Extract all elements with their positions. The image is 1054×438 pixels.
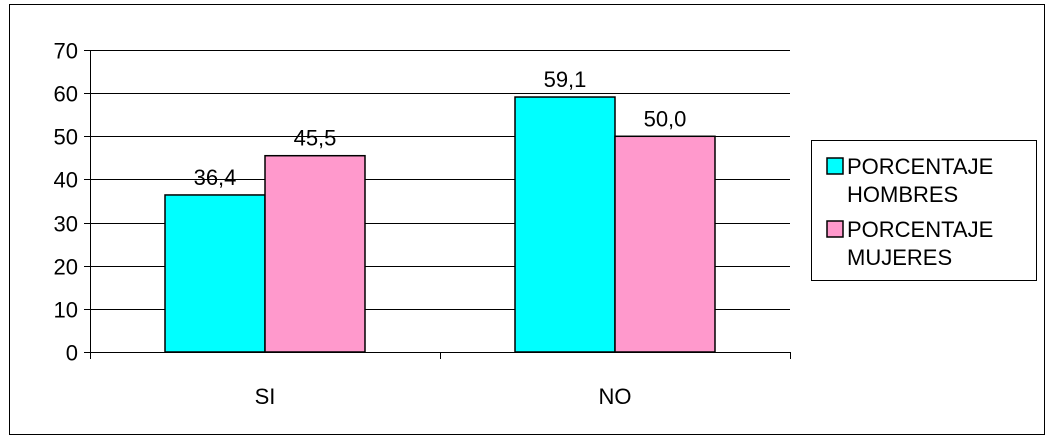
data-label: 36,4 xyxy=(194,165,237,190)
legend-swatch xyxy=(826,157,844,175)
legend-box xyxy=(811,140,1037,281)
legend-label: PORCENTAJE xyxy=(847,217,993,242)
y-tick-label: 30 xyxy=(54,212,78,237)
bar xyxy=(614,135,716,353)
legend-label: MUJERES xyxy=(847,245,952,270)
y-tick-label: 10 xyxy=(54,298,78,323)
y-tick-label: 70 xyxy=(54,39,78,64)
y-tick-label: 40 xyxy=(54,168,78,193)
data-label: 50,0 xyxy=(644,106,687,131)
bar xyxy=(514,96,616,353)
data-label: 45,5 xyxy=(294,126,337,151)
legend-label: PORCENTAJE xyxy=(847,154,993,179)
legend-label: HOMBRES xyxy=(847,182,958,207)
x-tick-label: NO xyxy=(599,384,632,409)
y-tick-label: 60 xyxy=(54,82,78,107)
bar xyxy=(164,194,266,353)
legend-swatch xyxy=(826,220,844,238)
data-label: 59,1 xyxy=(544,67,587,92)
y-tick-label: 20 xyxy=(54,255,78,280)
bar xyxy=(264,154,366,353)
y-tick-label: 0 xyxy=(66,341,78,366)
x-tick-label: SI xyxy=(255,384,276,409)
y-tick-label: 50 xyxy=(54,125,78,150)
